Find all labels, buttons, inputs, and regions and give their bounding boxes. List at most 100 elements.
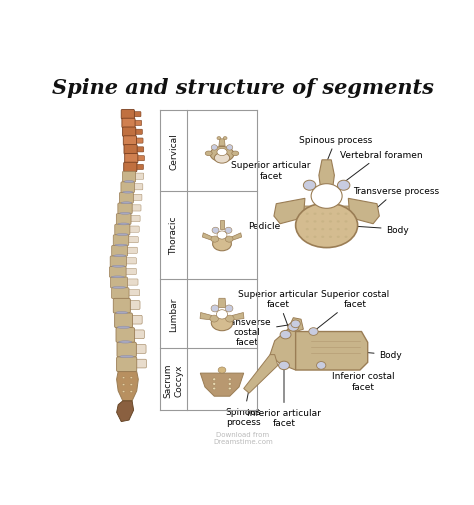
Ellipse shape bbox=[329, 221, 332, 223]
FancyBboxPatch shape bbox=[131, 330, 144, 339]
FancyBboxPatch shape bbox=[123, 269, 137, 275]
Ellipse shape bbox=[306, 236, 309, 238]
FancyBboxPatch shape bbox=[126, 237, 138, 243]
Text: Transverse process: Transverse process bbox=[353, 187, 439, 209]
Ellipse shape bbox=[121, 203, 132, 205]
FancyBboxPatch shape bbox=[124, 258, 137, 265]
FancyBboxPatch shape bbox=[122, 119, 135, 128]
FancyBboxPatch shape bbox=[128, 216, 140, 222]
FancyBboxPatch shape bbox=[123, 136, 137, 146]
FancyBboxPatch shape bbox=[116, 328, 135, 343]
Polygon shape bbox=[219, 221, 224, 230]
FancyBboxPatch shape bbox=[135, 147, 144, 153]
FancyBboxPatch shape bbox=[110, 257, 127, 267]
Ellipse shape bbox=[345, 236, 347, 238]
FancyBboxPatch shape bbox=[115, 313, 132, 328]
Ellipse shape bbox=[317, 362, 326, 370]
FancyBboxPatch shape bbox=[117, 357, 137, 372]
Text: Spinous
process: Spinous process bbox=[226, 391, 262, 426]
Ellipse shape bbox=[117, 234, 128, 236]
FancyBboxPatch shape bbox=[122, 172, 136, 183]
Ellipse shape bbox=[228, 383, 231, 385]
Text: Download from
Dreamstime.com: Download from Dreamstime.com bbox=[213, 431, 273, 443]
Ellipse shape bbox=[130, 377, 133, 379]
Ellipse shape bbox=[214, 154, 230, 164]
Ellipse shape bbox=[226, 316, 234, 322]
Ellipse shape bbox=[217, 149, 227, 156]
FancyBboxPatch shape bbox=[119, 193, 133, 204]
Ellipse shape bbox=[337, 181, 350, 191]
Ellipse shape bbox=[329, 236, 332, 238]
Ellipse shape bbox=[337, 229, 340, 231]
Ellipse shape bbox=[217, 137, 221, 140]
Polygon shape bbox=[288, 318, 303, 332]
FancyBboxPatch shape bbox=[121, 110, 135, 120]
Text: Body: Body bbox=[343, 225, 410, 234]
Polygon shape bbox=[303, 207, 317, 218]
Ellipse shape bbox=[329, 213, 332, 216]
Polygon shape bbox=[232, 313, 244, 320]
FancyBboxPatch shape bbox=[109, 267, 126, 278]
Ellipse shape bbox=[279, 362, 290, 370]
Polygon shape bbox=[296, 332, 368, 370]
Ellipse shape bbox=[211, 315, 233, 331]
Polygon shape bbox=[319, 161, 334, 187]
Ellipse shape bbox=[130, 391, 133, 393]
FancyBboxPatch shape bbox=[134, 139, 143, 144]
Ellipse shape bbox=[345, 229, 347, 231]
FancyBboxPatch shape bbox=[113, 299, 130, 314]
Ellipse shape bbox=[213, 237, 231, 251]
Ellipse shape bbox=[309, 328, 318, 336]
FancyBboxPatch shape bbox=[133, 130, 142, 135]
Text: Inferior costal
facet: Inferior costal facet bbox=[324, 367, 394, 391]
Ellipse shape bbox=[123, 192, 133, 194]
Ellipse shape bbox=[213, 378, 216, 381]
FancyBboxPatch shape bbox=[133, 174, 144, 180]
Polygon shape bbox=[274, 199, 305, 224]
Polygon shape bbox=[336, 207, 350, 218]
Ellipse shape bbox=[122, 384, 125, 386]
Ellipse shape bbox=[124, 181, 134, 183]
Text: Sacrum
Coccyx: Sacrum Coccyx bbox=[164, 362, 183, 397]
FancyBboxPatch shape bbox=[113, 235, 129, 246]
Ellipse shape bbox=[280, 331, 291, 339]
Text: Superior articular
facet: Superior articular facet bbox=[231, 161, 310, 185]
FancyBboxPatch shape bbox=[134, 165, 144, 170]
FancyBboxPatch shape bbox=[133, 360, 146, 368]
Ellipse shape bbox=[306, 213, 309, 216]
Text: Body: Body bbox=[349, 350, 402, 360]
Ellipse shape bbox=[211, 145, 218, 151]
Ellipse shape bbox=[122, 377, 125, 379]
FancyBboxPatch shape bbox=[125, 279, 138, 286]
Ellipse shape bbox=[311, 184, 342, 209]
Ellipse shape bbox=[112, 266, 125, 268]
Ellipse shape bbox=[225, 236, 233, 243]
Polygon shape bbox=[200, 313, 212, 320]
FancyBboxPatch shape bbox=[126, 290, 140, 296]
FancyBboxPatch shape bbox=[132, 184, 143, 190]
FancyBboxPatch shape bbox=[131, 195, 142, 201]
Ellipse shape bbox=[210, 147, 234, 162]
Ellipse shape bbox=[116, 312, 128, 314]
Ellipse shape bbox=[205, 152, 212, 157]
FancyBboxPatch shape bbox=[125, 247, 137, 254]
Polygon shape bbox=[270, 330, 296, 370]
FancyBboxPatch shape bbox=[127, 301, 140, 310]
Ellipse shape bbox=[218, 367, 226, 373]
Ellipse shape bbox=[120, 356, 134, 358]
Ellipse shape bbox=[321, 236, 324, 238]
Ellipse shape bbox=[345, 221, 347, 223]
Ellipse shape bbox=[225, 228, 232, 234]
Polygon shape bbox=[219, 139, 225, 146]
Ellipse shape bbox=[345, 213, 347, 216]
Ellipse shape bbox=[217, 231, 227, 239]
Ellipse shape bbox=[118, 341, 132, 343]
Ellipse shape bbox=[211, 236, 219, 243]
Polygon shape bbox=[202, 233, 213, 241]
Polygon shape bbox=[244, 355, 278, 393]
Ellipse shape bbox=[228, 378, 231, 381]
Ellipse shape bbox=[213, 383, 216, 385]
Ellipse shape bbox=[306, 221, 309, 223]
FancyBboxPatch shape bbox=[135, 156, 145, 162]
FancyBboxPatch shape bbox=[117, 342, 137, 358]
